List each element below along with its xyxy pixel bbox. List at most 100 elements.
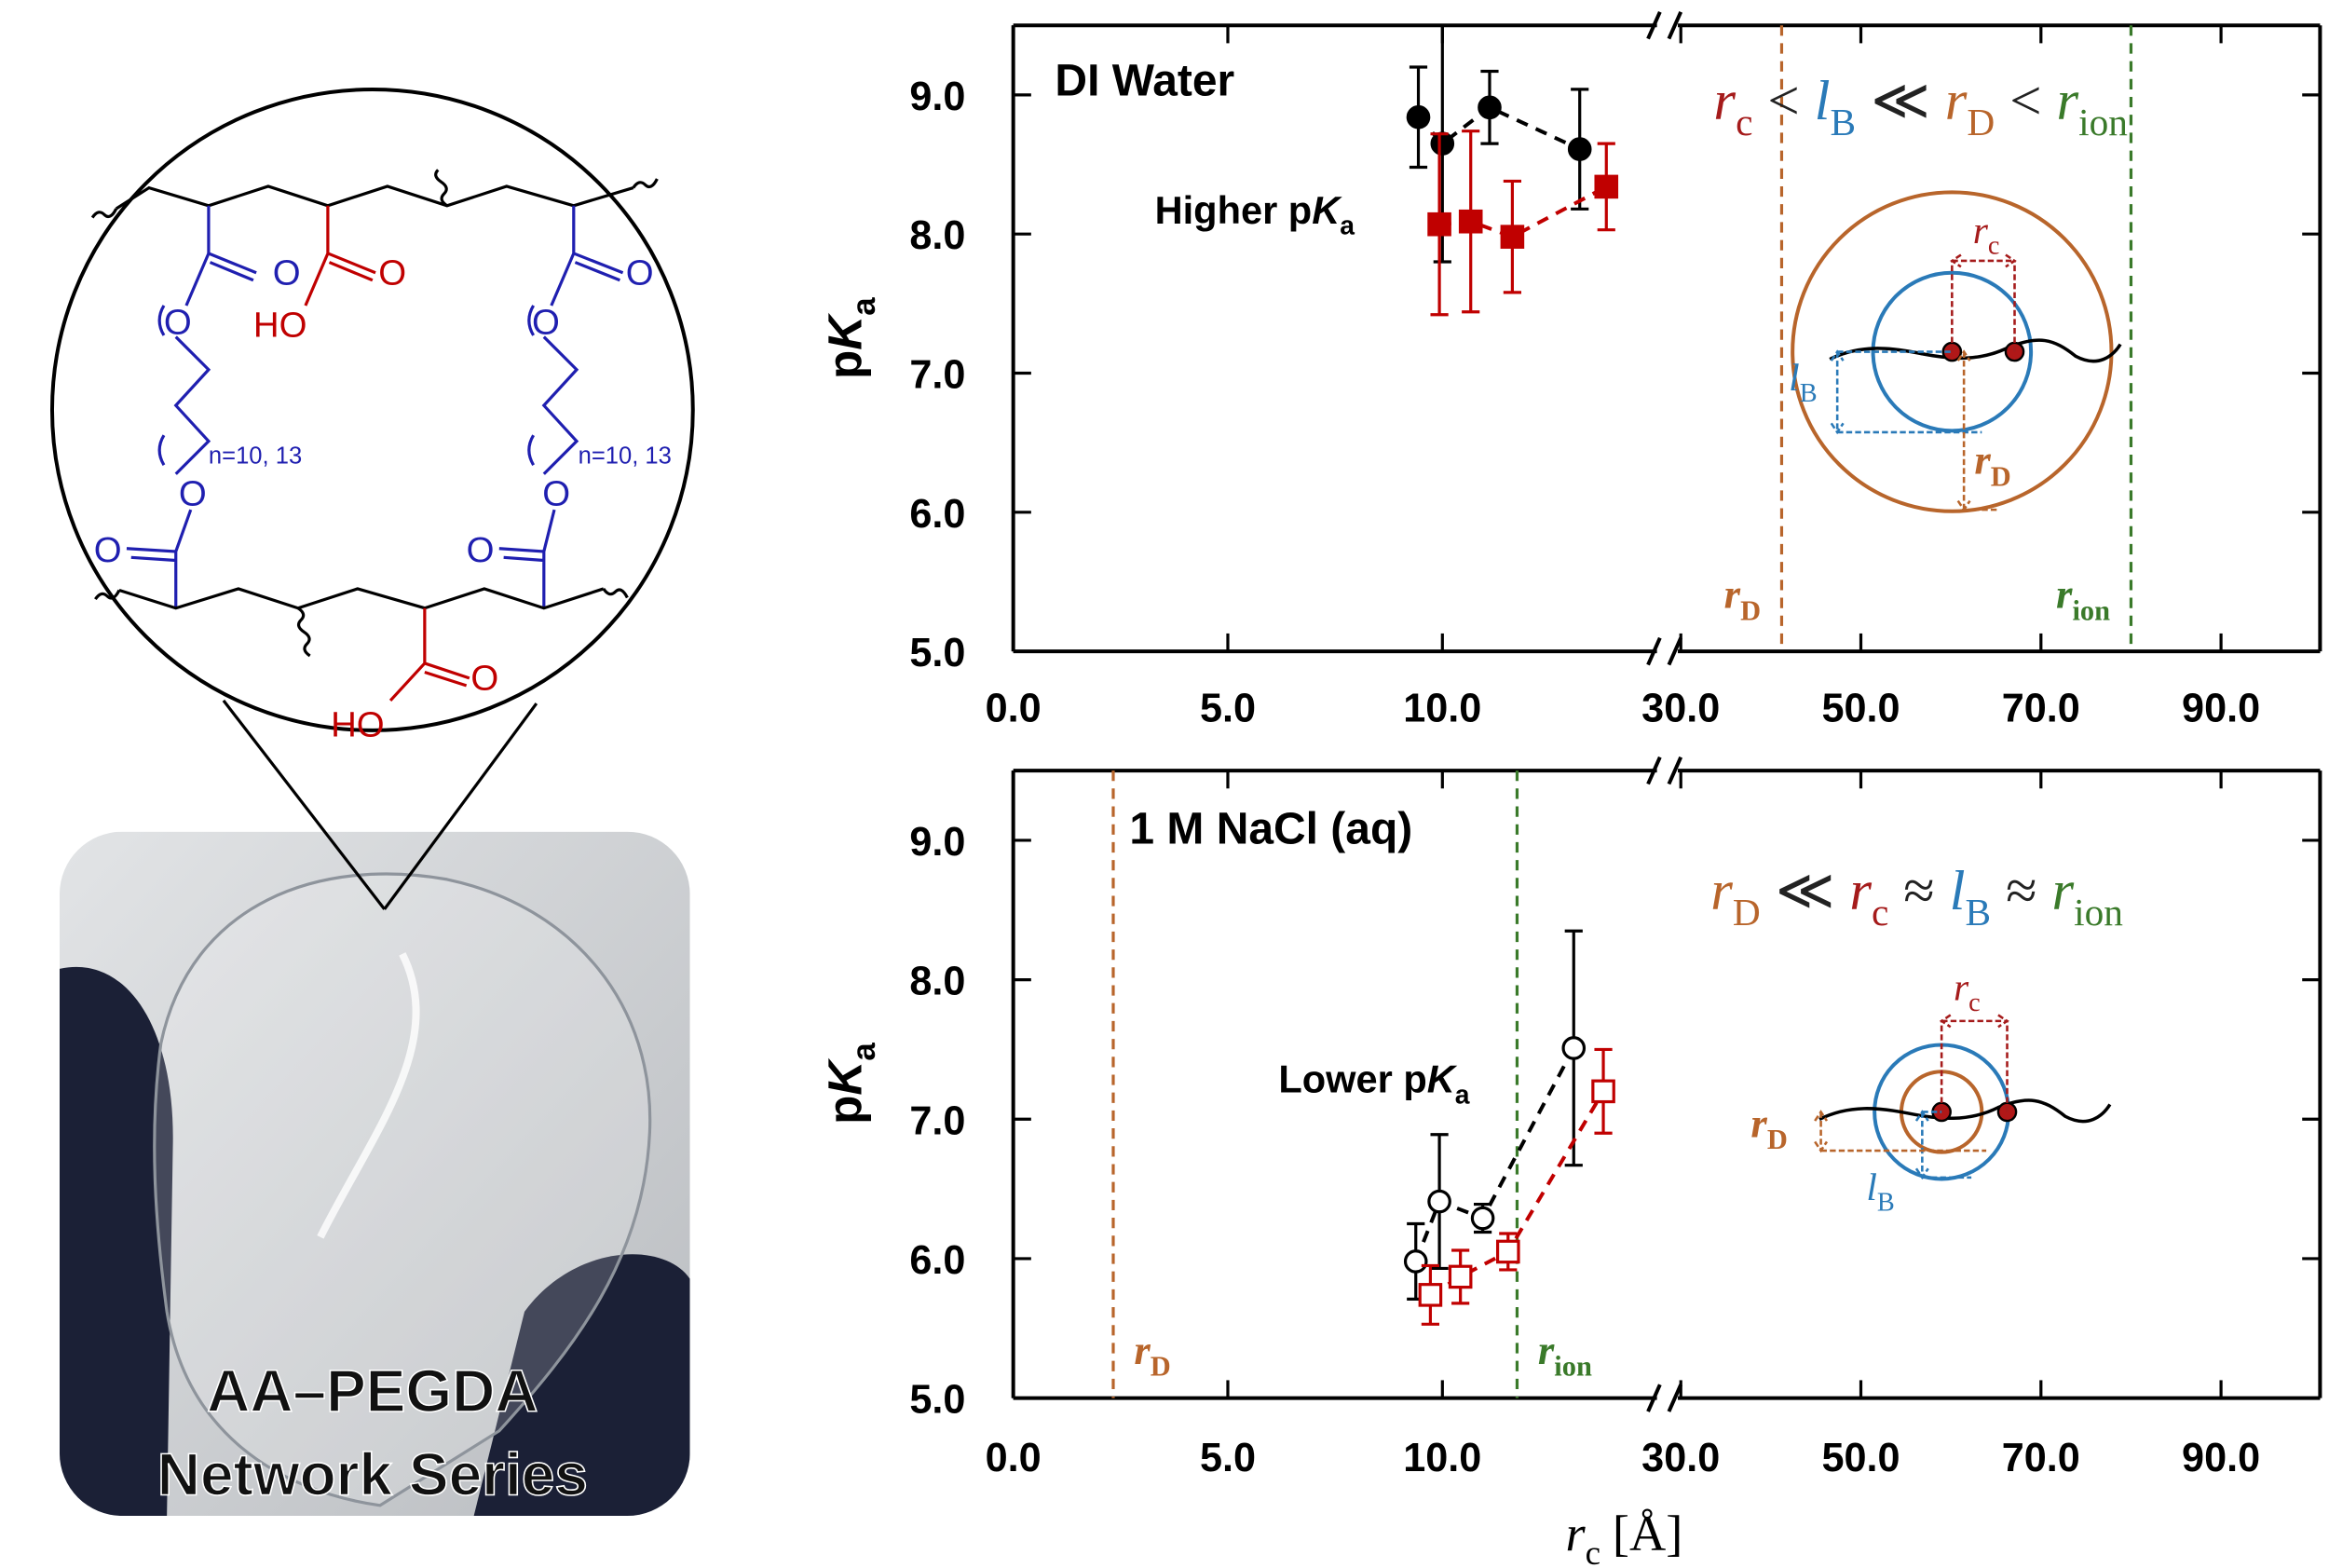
text-part: B [1831,101,1857,143]
text-part: r [1945,70,1968,132]
text-part: r [1134,1327,1151,1373]
zoom-line [222,699,386,910]
text-part: r [2056,571,2073,618]
marker [1406,104,1431,130]
rc-arrow [1950,253,2017,352]
x-tick-label: 90.0 [2182,686,2260,730]
text-part: D [1733,891,1761,934]
text-part: c [1968,989,1981,1017]
text-part: r [1710,860,1733,922]
rich-label: rD [1134,1327,1170,1383]
plot-area [1403,929,1615,1326]
y-tick-label: 7.0 [909,1098,965,1143]
polymer-chain [1829,338,2122,363]
text-part: r [1973,209,1989,252]
axis-break [1646,756,1683,785]
text-part: K [1312,188,1342,232]
text-part: D [1151,1350,1171,1382]
text-part: c [1988,231,2000,260]
atom-label: HO [331,704,385,744]
text-part: Lower p [1278,1057,1426,1101]
x-tick-label: 10.0 [1403,686,1481,730]
axis-break [1646,636,1683,666]
text-part: l [1789,356,1800,399]
y-tick-label: 9.0 [909,820,965,865]
text-part: r [1849,860,1872,922]
y-tick-label: 5.0 [909,1378,965,1423]
connector-line [1438,184,1608,239]
text-part: r [2057,70,2079,132]
rich-label: lB [1789,356,1817,408]
chart-title: 1 M NaCl (aq) [1129,804,1412,853]
y-tick-label: 6.0 [909,492,965,537]
text-part: < [2009,70,2041,132]
connector-line [1429,1090,1605,1297]
rich-label: rion [2056,571,2110,627]
structure [90,169,659,702]
x-tick-label: 90.0 [2182,1436,2260,1480]
text-part: c [1586,1534,1600,1568]
rich-label: lB [1866,1166,1894,1218]
text-part: ≪ [1776,860,1835,922]
text-part: a [846,297,882,316]
film-glare [317,952,420,1239]
rc-arrow [1939,1014,2009,1112]
text-part: D [1991,460,2011,492]
marker [1478,95,1502,120]
rich-label: rD [1724,571,1761,627]
atom-label: O [542,473,570,513]
x-tick-label: 0.0 [986,1436,1042,1480]
text-part: ≈ [1903,860,1934,922]
x-axis-label: rc [Å] [1566,1506,1683,1568]
text-part: B [1966,891,1992,934]
rd-arrow [1814,1110,1987,1153]
connector-line [1413,1047,1576,1262]
text-part: a [1455,1079,1470,1109]
rich-label: Lower pKa [1278,1057,1469,1110]
text-part: l [1950,860,1966,922]
marker [1594,174,1619,199]
atom-label: O [94,530,122,570]
x-tick-label: 70.0 [2002,1436,2080,1480]
photo [59,831,690,1517]
text-part: B [1800,379,1818,408]
rich-label: rion [1538,1327,1592,1383]
atom-label: O [273,253,301,293]
text-part: r [1566,1506,1587,1561]
connector-line [1417,104,1581,151]
text-part: [Å] [1613,1506,1682,1561]
x-tick-label: 70.0 [2002,686,2080,730]
y-axis-label: pKa [819,1043,882,1125]
text-part: l [1815,70,1831,132]
text-part: Higher p [1155,188,1313,232]
glove-left [59,967,173,1517]
marker [1591,1079,1615,1104]
debye-circle [1791,190,2114,513]
atom-label: O [378,253,406,293]
rich-label: Higher pKa [1155,188,1355,240]
rich-label: rc < lB ≪ rD < rion [1713,70,2128,143]
zoom-circle [49,87,695,732]
atom-label: O [467,530,495,570]
marker [1495,1239,1520,1264]
atom-label: O [164,302,192,342]
marker [1430,131,1455,156]
text-part: r [1713,70,1736,132]
axis-break [1646,1384,1683,1412]
y-tick-label: 5.0 [909,631,965,675]
marker [1561,1036,1587,1060]
rich-label: rD [1974,437,2010,493]
text-part: p [819,350,872,379]
text-part: c [1736,101,1752,143]
text-part: D [1967,101,1995,143]
marker [1458,209,1483,234]
text-part: ≈ [2006,860,2036,922]
atom-label: O [470,659,498,699]
rich-label: rD [1750,1100,1787,1156]
text-part: r [2051,860,2074,922]
rich-label: rc [1973,209,2000,261]
repeat-label: n=10, 13 [209,443,302,470]
marker [1470,1206,1495,1231]
